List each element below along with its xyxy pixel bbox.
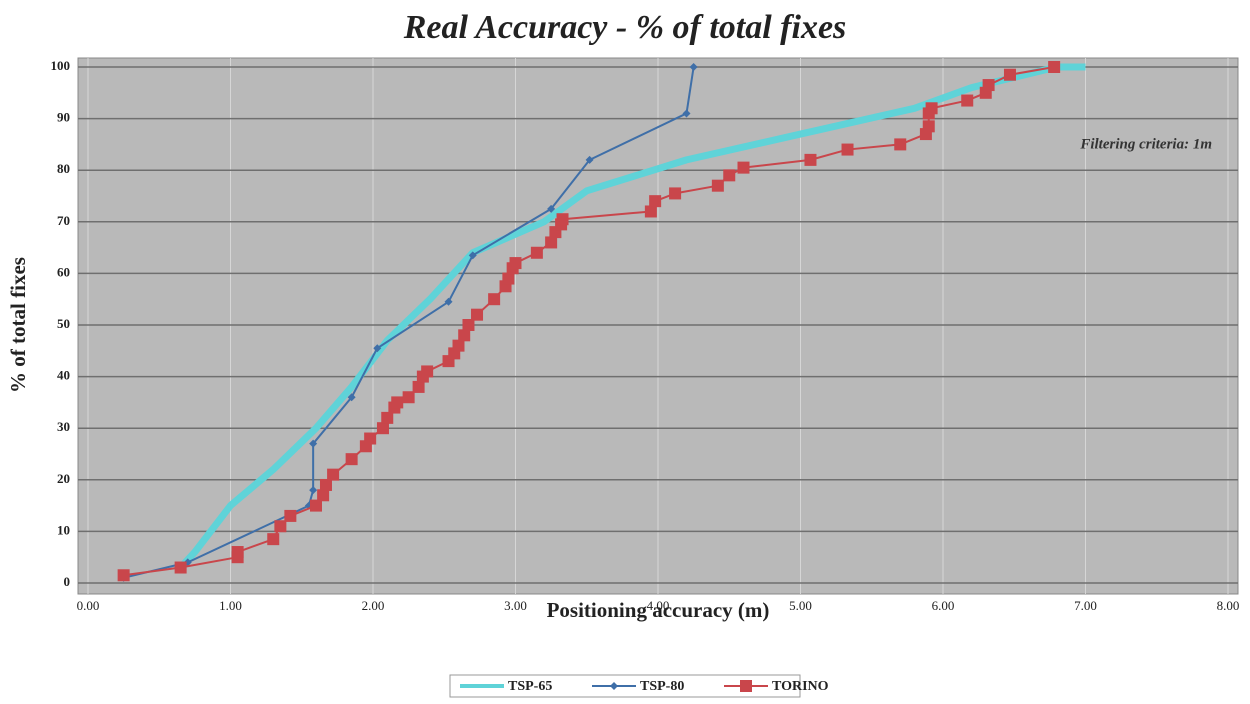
data-point <box>556 213 569 226</box>
data-point <box>982 79 995 92</box>
data-point <box>530 246 543 259</box>
data-point <box>925 102 938 115</box>
data-point <box>723 169 736 182</box>
data-point <box>231 546 244 559</box>
data-point <box>391 396 404 409</box>
x-tick-label: 7.00 <box>1074 598 1097 613</box>
legend-marker <box>610 682 618 690</box>
y-tick-label: 20 <box>57 471 70 486</box>
data-point <box>585 155 594 164</box>
data-point <box>381 411 394 424</box>
data-point <box>644 205 657 218</box>
y-tick-label: 30 <box>57 419 70 434</box>
data-point <box>458 329 471 342</box>
data-point <box>117 569 130 582</box>
chart-title: Real Accuracy - % of total fixes <box>403 9 847 46</box>
data-point <box>462 319 475 331</box>
x-axis-label: Positioning accuracy (m) <box>547 598 770 622</box>
y-axis-label: % of total fixes <box>6 257 30 393</box>
data-point <box>894 138 907 151</box>
data-point <box>545 236 558 249</box>
x-tick-label: 0.00 <box>77 598 100 613</box>
y-tick-label: 50 <box>57 316 70 331</box>
data-point <box>689 63 698 71</box>
data-point <box>309 486 318 495</box>
data-point <box>669 187 682 200</box>
x-tick-label: 6.00 <box>932 598 955 613</box>
data-point <box>376 422 389 435</box>
data-point <box>274 520 287 533</box>
data-point <box>922 120 935 133</box>
data-point <box>364 432 377 445</box>
annotation: Filtering criteria: 1m <box>1079 136 1212 152</box>
x-tick-label: 4.00 <box>647 598 670 613</box>
data-point <box>373 344 382 353</box>
data-point <box>284 509 297 522</box>
data-point <box>402 391 415 404</box>
data-point <box>267 533 280 546</box>
data-point <box>488 293 501 306</box>
data-point <box>347 393 356 402</box>
data-point <box>317 489 330 502</box>
data-point <box>711 179 724 192</box>
data-point <box>345 453 358 466</box>
data-point <box>421 365 434 378</box>
data-point <box>327 468 340 481</box>
legend-label: TSP-80 <box>640 679 684 694</box>
y-tick-label: 70 <box>57 213 70 228</box>
data-point <box>452 339 465 352</box>
y-tick-label: 80 <box>57 161 70 176</box>
x-tick-label: 1.00 <box>219 598 242 613</box>
data-point <box>737 161 750 174</box>
x-tick-label: 2.00 <box>362 598 385 613</box>
data-point <box>841 143 854 156</box>
data-point <box>804 153 817 166</box>
data-point <box>1003 68 1016 81</box>
data-point <box>649 195 662 208</box>
data-point <box>1048 61 1061 73</box>
legend-marker <box>740 680 752 692</box>
data-point <box>682 109 691 118</box>
legend-label: TSP-65 <box>508 679 552 694</box>
data-point <box>444 297 453 306</box>
data-point <box>310 499 322 512</box>
data-point <box>471 308 484 321</box>
legend-label: TORINO <box>772 679 829 694</box>
data-point <box>412 380 425 393</box>
y-tick-label: 60 <box>57 264 70 279</box>
y-tick-label: 10 <box>57 522 70 537</box>
data-point <box>547 204 556 213</box>
data-point <box>502 272 515 285</box>
y-tick-label: 0 <box>64 574 71 589</box>
data-point <box>509 257 522 270</box>
y-tick-label: 90 <box>57 110 70 125</box>
x-tick-label: 8.00 <box>1217 598 1240 613</box>
y-tick-label: 100 <box>51 58 71 73</box>
data-point <box>961 94 974 107</box>
data-point <box>468 251 477 260</box>
data-point <box>319 478 332 491</box>
data-point <box>309 439 318 448</box>
y-tick-label: 40 <box>57 368 70 383</box>
legend: TSP-65 TSP-80 TORINO <box>449 674 829 698</box>
data-point <box>174 561 187 574</box>
x-tick-label: 3.00 <box>504 598 527 613</box>
x-tick-label: 5.00 <box>789 598 812 613</box>
